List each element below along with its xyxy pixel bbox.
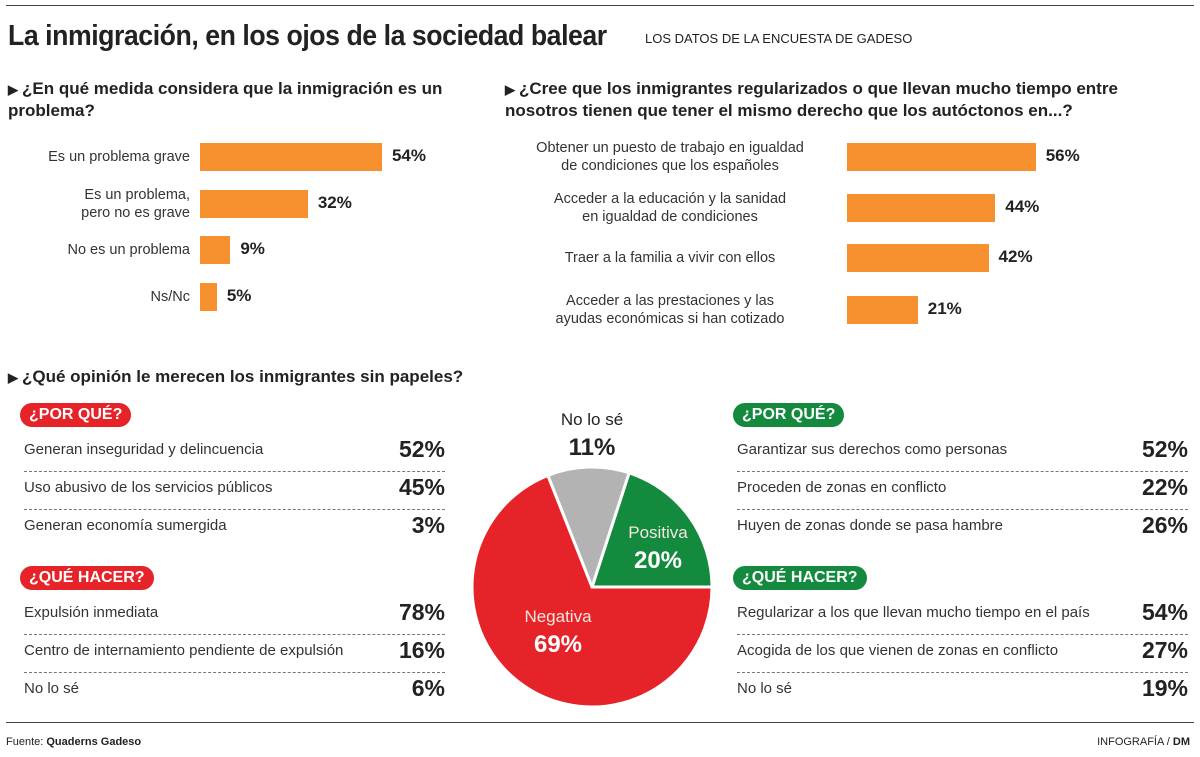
bar-value: 54% [391, 146, 426, 165]
row-value: 45% [398, 474, 445, 500]
table-row: Acogida de los que vienen de zonas en co… [737, 634, 1188, 673]
pie-slice-name: Negativa [524, 607, 592, 626]
credit-brand: DM [1172, 736, 1190, 748]
bar-value: 21% [927, 299, 962, 318]
table-row: No lo sé 19% [737, 672, 1188, 710]
bar-label: Acceder a la educación y la sanidad en i… [553, 191, 787, 225]
table-row: Generan inseguridad y delincuencia 52% [24, 433, 445, 472]
footer-source: Fuente: Quaderns Gadeso [6, 736, 141, 748]
bar-label: Ns/Nc [150, 289, 190, 305]
table-row: Centro de internamiento pendiente de exp… [24, 634, 445, 673]
pie-slice-name: No lo sé [561, 410, 623, 429]
bar [200, 190, 308, 218]
section-badge: ¿QUÉ HACER? [733, 566, 867, 590]
question-1: ▶ ¿En qué medida considera que la inmigra… [8, 78, 448, 121]
row-value: 52% [1141, 436, 1188, 462]
pie-slice-no-lo-sé [545, 465, 631, 592]
question-2-text: ¿Cree que los inmigrantes regularizados … [505, 79, 1118, 120]
table-row: Expulsión inmediata 78% [24, 596, 445, 635]
bar-label: Acceder a las prestaciones y las ayudas … [555, 293, 785, 327]
row-label: Generan inseguridad y delincuencia [24, 441, 264, 458]
bar-value: 32% [317, 193, 352, 212]
question-2: ▶ ¿Cree que los inmigrantes regularizados… [505, 78, 1165, 121]
bar [847, 296, 918, 324]
row-value: 78% [398, 599, 445, 625]
triangle-right-icon: ▶ [505, 82, 515, 97]
pie-chart-opinion: No lo sé 11% Positiva 20% Negativa 69% [470, 410, 714, 709]
row-label: No lo sé [737, 680, 793, 697]
bar-label: No es un problema [67, 242, 190, 258]
pie-slice-value: 69% [534, 631, 582, 658]
row-label: Generan economía sumergida [24, 517, 227, 534]
row-value: 3% [411, 512, 445, 538]
page-title: La inmigración, en los ojos de la socied… [8, 20, 607, 52]
pie-slice-name: Positiva [628, 523, 688, 542]
bar-label: Es un problema, pero no es grave [81, 187, 190, 221]
table-row: Huyen de zonas donde se pasa hambre 26% [737, 509, 1188, 547]
pie-slice-negativa [470, 473, 714, 709]
question-1-text: ¿En qué medida considera que la inmigrac… [8, 79, 443, 120]
row-value: 16% [398, 637, 445, 663]
footer-credit: INFOGRAFÍA / DM [1097, 736, 1190, 748]
bar-label: Traer a la familia a vivir con ellos [564, 250, 776, 266]
triangle-right-icon: ▶ [8, 82, 18, 97]
bar-value: 56% [1045, 146, 1080, 165]
table-row: Generan economía sumergida 3% [24, 509, 445, 547]
row-label: Regularizar a los que llevan mucho tiemp… [737, 604, 1090, 621]
table-row: Regularizar a los que llevan mucho tiemp… [737, 596, 1188, 635]
page-subtitle: LOS DATOS DE LA ENCUESTA DE GADESO [645, 31, 913, 46]
table-row: Garantizar sus derechos como personas 52% [737, 433, 1188, 472]
bar-label: Obtener un puesto de trabajo en igualdad… [536, 140, 804, 174]
bar [200, 283, 217, 311]
row-value: 22% [1141, 474, 1188, 500]
question-3: ▶ ¿Qué opinión le merecen los inmigrantes… [8, 366, 608, 388]
row-label: Proceden de zonas en conflicto [737, 479, 947, 496]
bar-value: 42% [998, 247, 1033, 266]
bar-value: 44% [1005, 197, 1040, 216]
row-label: Huyen de zonas donde se pasa hambre [737, 517, 1004, 534]
credit-label: INFOGRAFÍA / [1097, 736, 1173, 748]
bar [200, 236, 231, 264]
bar [200, 143, 382, 171]
triangle-right-icon: ▶ [8, 370, 18, 385]
section-badge: ¿POR QUÉ? [20, 403, 132, 427]
section-badge: ¿POR QUÉ? [733, 403, 845, 427]
table-row: No lo sé 6% [24, 672, 445, 710]
row-value: 26% [1141, 512, 1188, 538]
top-rule [6, 5, 1194, 6]
row-label: Acogida de los que vienen de zonas en co… [737, 642, 1059, 659]
pie-slice-value: 11% [569, 434, 616, 461]
row-label: No lo sé [24, 680, 80, 697]
bar [847, 143, 1036, 171]
row-value: 52% [398, 436, 445, 462]
bar-value: 9% [240, 239, 265, 258]
row-label: Uso abusivo de los servicios públicos [24, 479, 273, 496]
row-value: 27% [1141, 637, 1188, 663]
bar-label: Es un problema grave [48, 149, 190, 165]
table-row: Proceden de zonas en conflicto 22% [737, 471, 1188, 510]
section-badge: ¿QUÉ HACER? [20, 566, 154, 590]
table-row: Uso abusivo de los servicios públicos 45% [24, 471, 445, 510]
source-name: Quaderns Gadeso [46, 736, 142, 748]
bottom-rule [6, 722, 1194, 723]
bar [847, 244, 989, 272]
bar-value: 5% [226, 286, 252, 305]
pie-slice-positiva [589, 470, 714, 589]
row-value: 6% [411, 675, 445, 701]
row-value: 19% [1141, 675, 1188, 701]
pie-slice-value: 20% [634, 547, 682, 574]
question-3-text: ¿Qué opinión le merecen los inmigrantes … [22, 367, 464, 386]
bar [847, 194, 996, 222]
row-value: 54% [1141, 599, 1188, 625]
source-label: Fuente: [6, 736, 44, 748]
row-label: Centro de internamiento pendiente de exp… [24, 642, 344, 659]
row-label: Garantizar sus derechos como personas [737, 441, 1008, 458]
row-label: Expulsión inmediata [24, 604, 159, 621]
